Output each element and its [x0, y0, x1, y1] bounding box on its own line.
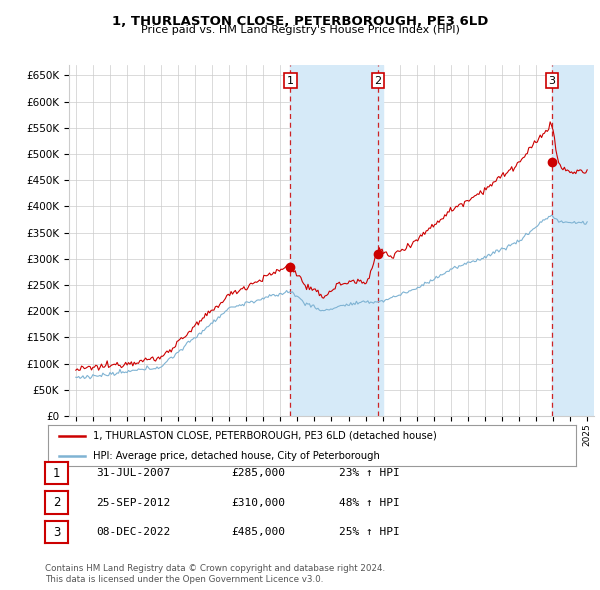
Text: 2: 2	[53, 496, 60, 509]
Text: £310,000: £310,000	[231, 498, 285, 507]
Text: £285,000: £285,000	[231, 468, 285, 478]
Text: This data is licensed under the Open Government Licence v3.0.: This data is licensed under the Open Gov…	[45, 575, 323, 584]
Text: 2: 2	[374, 76, 382, 86]
Text: 25% ↑ HPI: 25% ↑ HPI	[339, 527, 400, 537]
Bar	[290, 65, 383, 416]
Text: 1: 1	[287, 76, 294, 86]
Text: £485,000: £485,000	[231, 527, 285, 537]
Text: 3: 3	[53, 526, 60, 539]
Text: Price paid vs. HM Land Registry's House Price Index (HPI): Price paid vs. HM Land Registry's House …	[140, 25, 460, 35]
Text: HPI: Average price, detached house, City of Peterborough: HPI: Average price, detached house, City…	[93, 451, 380, 461]
Text: 1, THURLASTON CLOSE, PETERBOROUGH, PE3 6LD: 1, THURLASTON CLOSE, PETERBOROUGH, PE3 6…	[112, 15, 488, 28]
Text: 1, THURLASTON CLOSE, PETERBOROUGH, PE3 6LD (detached house): 1, THURLASTON CLOSE, PETERBOROUGH, PE3 6…	[93, 431, 437, 441]
Text: 48% ↑ HPI: 48% ↑ HPI	[339, 498, 400, 507]
Text: 08-DEC-2022: 08-DEC-2022	[96, 527, 170, 537]
Text: Contains HM Land Registry data © Crown copyright and database right 2024.: Contains HM Land Registry data © Crown c…	[45, 565, 385, 573]
Text: 31-JUL-2007: 31-JUL-2007	[96, 468, 170, 478]
Text: 25-SEP-2012: 25-SEP-2012	[96, 498, 170, 507]
Text: 1: 1	[53, 467, 60, 480]
Text: 23% ↑ HPI: 23% ↑ HPI	[339, 468, 400, 478]
Bar	[552, 65, 594, 416]
Text: 3: 3	[548, 76, 556, 86]
